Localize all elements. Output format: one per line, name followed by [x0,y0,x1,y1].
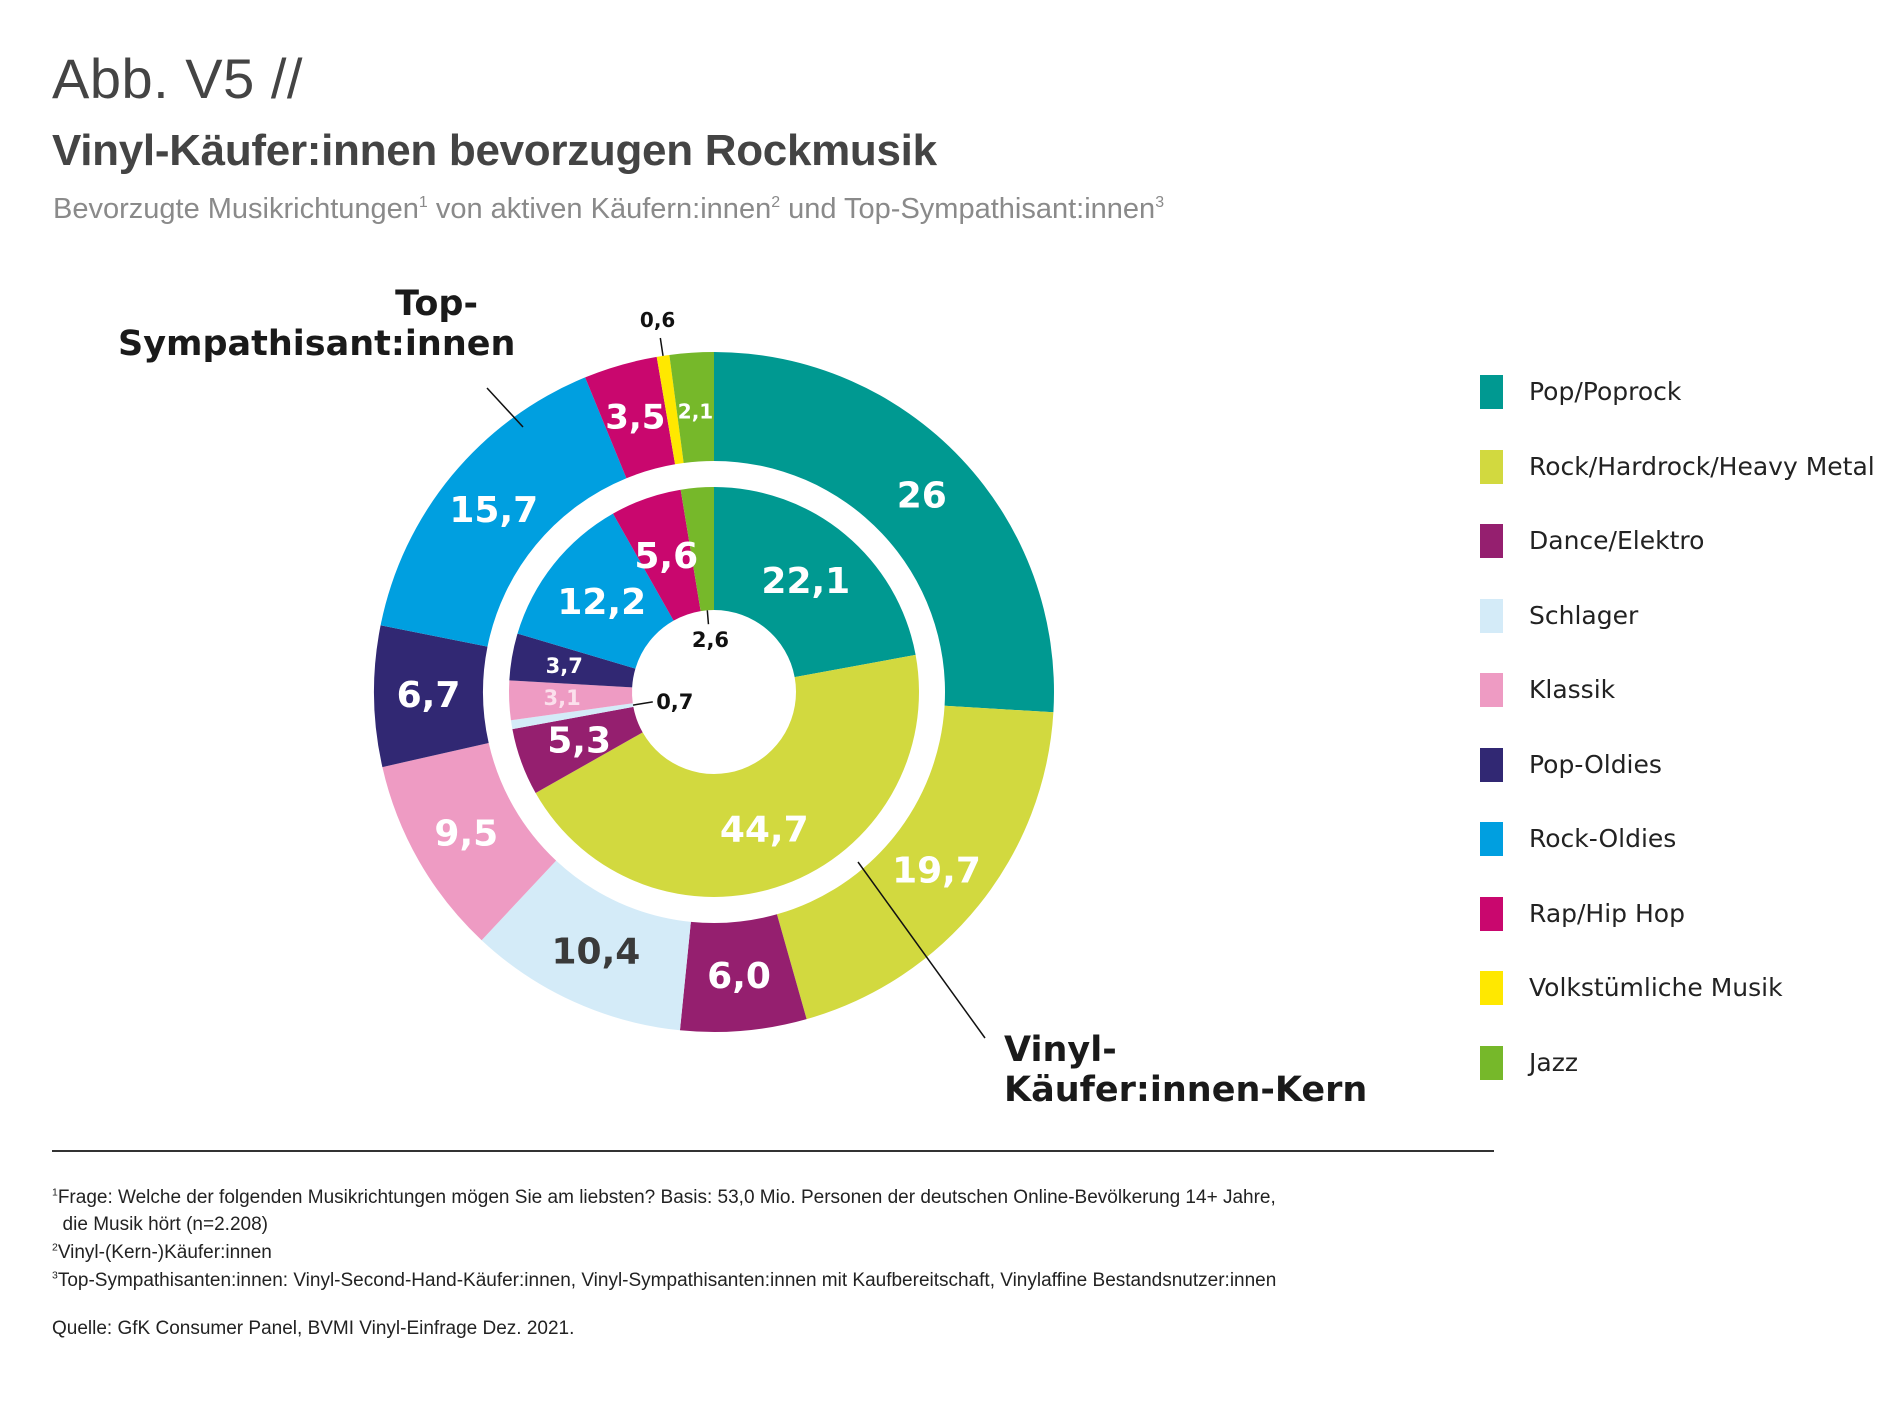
inner-ring-label-line1: Vinyl- [1004,1030,1117,1070]
legend-swatch [1480,673,1503,707]
legend-swatch [1480,971,1503,1005]
footnote-text: die Musik hört (n=2.208) [52,1214,268,1235]
inner-ring-label: Vinyl- Käufer:innen-Kern [1004,1030,1367,1110]
figure-label: Abb. V5 // [52,47,303,110]
leader-lines [486,337,986,1039]
inner-value-label-pop-poprock: 22,1 [761,561,850,602]
footnote-mark: 3 [52,1270,58,1282]
leader-volkstümliche-musik [659,337,664,356]
legend-label: Rap/Hip Hop [1529,898,1685,928]
footnote-ref-2: 2 [771,193,781,211]
legend-label: Pop-Oldies [1529,749,1662,779]
legend-label: Volkstümliche Musik [1529,973,1783,1002]
inner-value-label-rock-hardrock-heavy-metal: 44,7 [720,810,809,851]
outer-slice-schlager [481,860,691,1031]
outer-slice-rap-hip-hop [585,356,676,479]
legend-swatch [1480,524,1503,558]
inner-value-label-jazz: 2,6 [692,628,729,652]
legend-swatch [1480,1045,1503,1080]
outer-value-label-rock-hardrock-heavy-metal: 19,7 [892,850,981,891]
outer-value-label-dance-elektro: 6,0 [707,956,771,997]
chart-title: Vinyl-Käufer:innen bevorzugen Rockmusik [52,126,937,175]
footnote-text: Vinyl-(Kern-)Käufer:innen [57,1242,272,1263]
footnote-ref-1: 1 [418,193,428,211]
inner-slice-pop-oldies [509,633,636,688]
legend-label: Schlager [1529,600,1639,630]
inner-slice-pop-poprock [714,487,916,678]
outer-value-label-schlager: 10,4 [552,931,641,972]
inner-value-label-rap-hip-hop: 5,6 [634,536,698,577]
outer-slice-rock-oldies [380,377,627,647]
subtitle-text-1: Bevorzugte Musikrichtungen [53,193,419,225]
footnote-mark: 2 [52,1242,58,1254]
outer-value-label-volkstümliche-musik: 0,6 [640,308,675,332]
outer-slice-dance-elektro [679,914,807,1032]
outer-slice-klassik [382,742,557,941]
chart-subtitle: Bevorzugte Musikrichtungen1 von aktiven … [53,193,1164,226]
outer-value-label-pop-oldies: 6,7 [397,675,461,716]
source-note: Quelle: GfK Consumer Panel, BVMI Vinyl-E… [52,1318,575,1339]
legend-swatch [1480,598,1503,633]
legend-label: Rock/Hardrock/Heavy Metal [1529,451,1875,481]
footnote-4: 3Top-Sympathisanten:innen: Vinyl-Second-… [52,1270,1276,1292]
footnote-divider [52,1150,1494,1152]
outer-value-label-rap-hip-hop: 3,5 [605,398,665,438]
value-labels: 26 19,7 6,0 10,4 9,5 6,7 15,7 3,5 0,6 2,1 22,1 44,7… [397,308,981,997]
inner-slice-klassik [509,680,633,721]
inner-ring-label-line2: Käufer:innen-Kern [1004,1070,1368,1110]
leader-inner-ring-label [857,861,986,1039]
legend-swatch [1480,896,1503,931]
inner-value-label-klassik: 3,1 [544,686,581,710]
footnote-text: Top-Sympathisanten:innen: Vinyl-Second-H… [57,1270,1277,1291]
inner-slice-jazz [680,487,714,612]
legend-label: Dance/Elektro [1529,526,1705,555]
inner-slice-rap-hip-hop [612,489,701,621]
inner-ring-vinyl-kern [509,487,919,898]
outer-value-label-pop-poprock: 26 [897,476,947,517]
footnote-ref-3: 3 [1155,193,1165,211]
outer-ring-top-sympathisanten [374,352,1054,1032]
footnote-2: die Musik hört (n=2.208) [52,1214,268,1236]
legend-swatch [1480,375,1503,409]
inner-value-label-dance-elektro: 5,3 [547,721,611,762]
legend-swatch [1480,747,1503,782]
inner-value-label-rock-oldies: 12,2 [557,582,646,623]
outer-slice-volkstümliche-musik [656,354,684,465]
legend-label: Jazz [1529,1047,1578,1077]
footnote-3: 2Vinyl-(Kern-)Käufer:innen [52,1242,272,1264]
outer-value-label-rock-oldies: 15,7 [449,490,538,531]
outer-slice-rock-hardrock-heavy-metal [776,705,1054,1020]
leader-inner-jazz [706,610,710,625]
outer-ring-label: Top- Sympathisant:innen [118,284,516,364]
inner-slice-schlager [510,703,634,730]
outer-ring-label-line2: Sympathisant:innen [118,324,516,364]
outer-slice-jazz [669,352,714,463]
footnote-mark: 1 [52,1187,58,1199]
outer-slice-pop-poprock [714,352,1054,713]
footnote-1: 1Frage: Welche der folgenden Musikrichtu… [52,1187,1276,1209]
outer-slice-pop-oldies [374,625,489,768]
legend-swatch [1480,822,1503,856]
subtitle-text-3: und Top-Sympathisant:innen [780,193,1156,225]
outer-value-label-klassik: 9,5 [434,813,498,854]
outer-value-label-jazz: 2,1 [678,400,713,424]
legend-swatch [1480,449,1503,484]
outer-ring-label-line1: Top- [395,284,478,324]
leader-inner-schlager [632,701,653,706]
legend-label: Klassik [1529,675,1616,704]
legend-label: Rock-Oldies [1529,824,1677,853]
legend-label: Pop/Poprock [1529,377,1682,406]
leader-outer-ring-label [486,387,524,428]
subtitle-text-2: von aktiven Käufern:innen [427,193,772,225]
footnote-text: Frage: Welche der folgenden Musikrichtun… [57,1187,1276,1208]
inner-value-label-schlager: 0,7 [656,690,693,714]
inner-value-label-pop-oldies: 3,7 [546,654,583,678]
inner-slice-rock-oldies [517,513,674,669]
inner-slice-rock-hardrock-heavy-metal [535,654,919,898]
inner-slice-dance-elektro [512,706,643,794]
